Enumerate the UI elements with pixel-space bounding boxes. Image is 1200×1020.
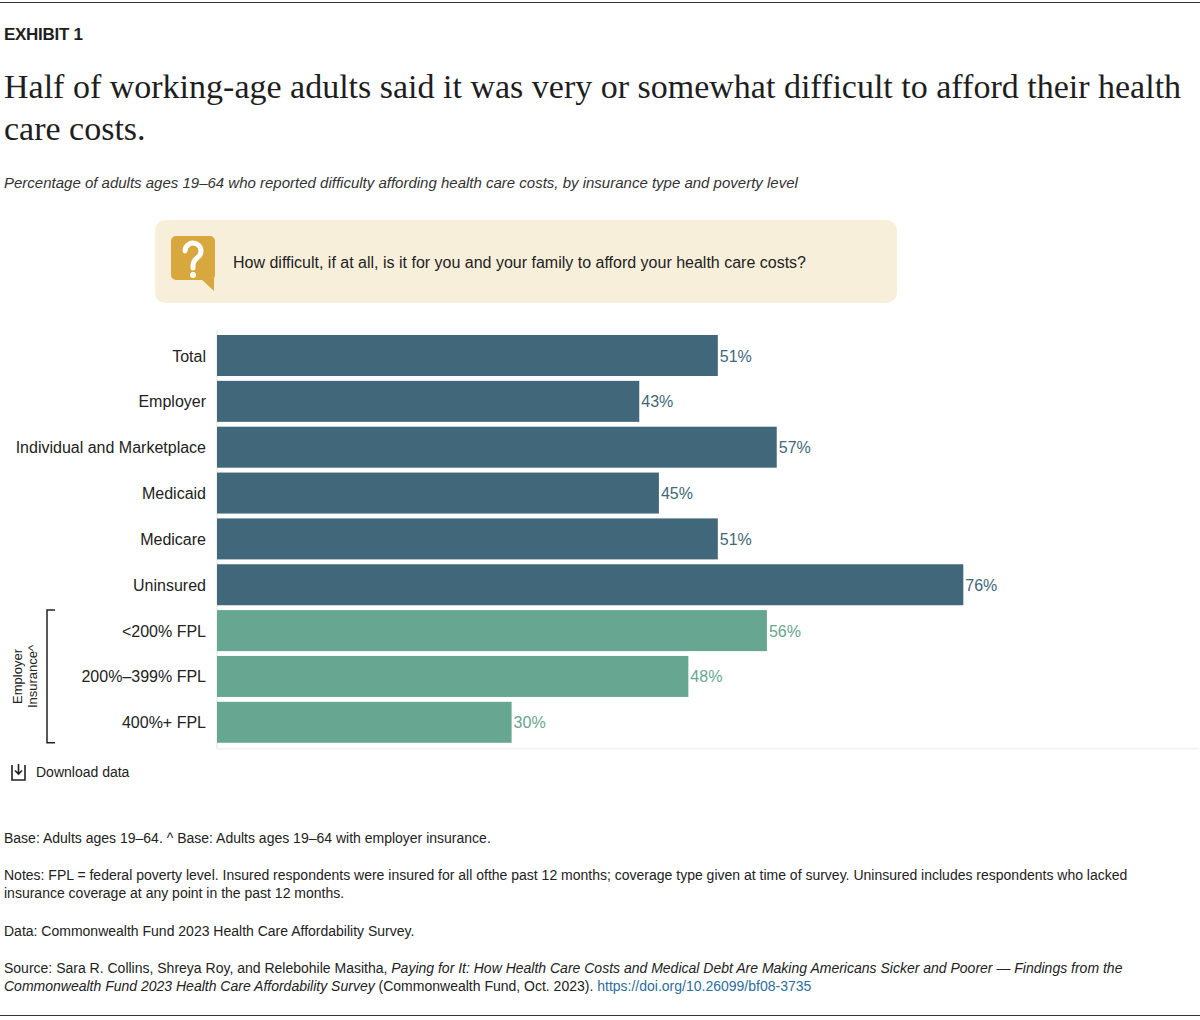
group-label-line: Employer [10, 648, 25, 704]
bar [217, 335, 718, 376]
data-label: 57% [779, 439, 811, 456]
question-box [155, 220, 897, 303]
category-label: Medicare [140, 531, 206, 548]
data-label: 56% [769, 623, 801, 640]
group-label-line: Insurance^ [25, 644, 40, 708]
data-label: 48% [690, 668, 722, 685]
value-axis-line [217, 748, 1199, 749]
top-rule [0, 2, 1200, 3]
bar [217, 473, 659, 514]
data-label: 45% [661, 485, 693, 502]
group-bracket [47, 610, 55, 743]
group-label: EmployerInsurance^ [10, 644, 40, 708]
source: Source: Sara R. Collins, Shreya Roy, and… [4, 959, 1184, 995]
bar [217, 381, 639, 422]
bar [217, 610, 767, 651]
bar [217, 518, 718, 559]
footnote: Data: Commonwealth Fund 2023 Health Care… [4, 922, 1184, 940]
page: EXHIBIT 1 Half of working-age adults said… [0, 0, 1200, 1020]
category-label: 400%+ FPL [122, 714, 206, 731]
category-label: <200% FPL [122, 623, 206, 640]
bar [217, 656, 688, 697]
category-label: Employer [138, 393, 206, 410]
question-text: How difficult, if at all, is it for you … [233, 254, 806, 271]
footnote: Base: Adults ages 19–64. ^ Base: Adults … [4, 829, 1184, 847]
category-label: Uninsured [133, 577, 206, 594]
bar [217, 427, 777, 468]
icon-glyph [185, 243, 201, 268]
title: Half of working-age adults said it was v… [4, 66, 1196, 150]
bar [217, 702, 512, 743]
category-label: Individual and Marketplace [16, 439, 206, 456]
labels: Total 51% Employer 43% Individual and Market… [16, 348, 998, 732]
source-link[interactable]: https://doi.org/10.26099/bf08-3735 [597, 978, 811, 994]
download-tray [12, 765, 25, 780]
icon-dot [190, 272, 196, 278]
data-label: 51% [720, 348, 752, 365]
category-label: Medicaid [142, 485, 206, 502]
data-label: 51% [720, 531, 752, 548]
download-icon [12, 764, 25, 780]
exhibit-label: EXHIBIT 1 [4, 25, 83, 45]
subtitle: Percentage of adults ages 19–64 who repo… [4, 174, 1194, 191]
bottom-rule [0, 1015, 1200, 1016]
download-arrow [15, 764, 22, 774]
category-label: 200%–399% FPL [81, 668, 206, 685]
data-label: 43% [641, 393, 673, 410]
bars [217, 335, 963, 743]
icon-body [171, 236, 215, 280]
question-icon [171, 236, 215, 291]
download-text[interactable]: Download data [36, 764, 130, 780]
category-label: Total [172, 348, 206, 365]
data-label: 76% [965, 577, 997, 594]
source-prefix: Source: Sara R. Collins, Shreya Roy, and… [4, 960, 391, 976]
footnote: Notes: FPL = federal poverty level. Insu… [4, 866, 1184, 902]
source-suffix: (Commonwealth Fund, Oct. 2023). [375, 978, 598, 994]
data-label: 30% [514, 714, 546, 731]
bar [217, 564, 963, 605]
icon-tail [200, 278, 214, 291]
